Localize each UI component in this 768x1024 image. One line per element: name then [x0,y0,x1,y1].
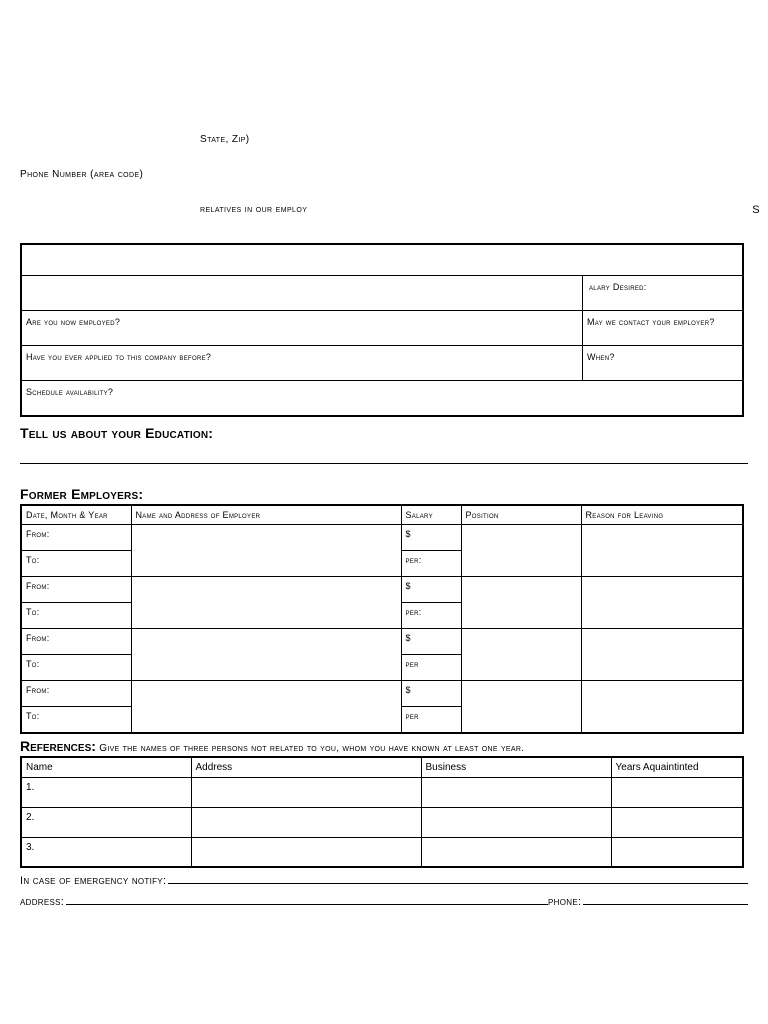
ref-num: 1. [21,777,191,807]
table-row: From: $ [21,577,743,603]
emergency-label: In case of emergency notify: [20,875,166,887]
emp-dollar: $ [401,577,461,603]
emp-from: From: [21,681,131,707]
education-line [20,463,748,464]
ref-num: 3. [21,837,191,867]
references-table: Name Address Business Years Aquaintinted… [20,756,744,869]
emp-col-date: Date, Month & Year [21,505,131,525]
table-header-row: Name Address Business Years Aquaintinted [21,757,743,778]
ref-col-address: Address [191,757,421,778]
table-header-row: Date, Month & Year Name and Address of E… [21,505,743,525]
emp-to: To: [21,707,131,733]
address-label: address: [20,896,64,908]
emergency-line [168,872,748,884]
emp-per: per: [401,551,461,577]
employers-heading: Former Employers: [20,486,748,502]
relatives-label: relatives in our employ [200,204,307,215]
table-row: From: $ [21,681,743,707]
emp-from: From: [21,525,131,551]
emp-col-reason: Reason for Leaving [581,505,743,525]
schedule-q: Schedule availability? [22,381,742,415]
emergency-row: In case of emergency notify: [20,872,748,887]
when-q: When? [582,346,742,380]
references-heading: References: Give the names of three pers… [20,738,748,754]
contact-employer-q: May we contact your employer? [582,311,742,345]
employers-table: Date, Month & Year Name and Address of E… [20,504,744,734]
table-row: From: $ [21,629,743,655]
table-row: 2. [21,807,743,837]
emp-per: per [401,707,461,733]
emp-to: To: [21,551,131,577]
emp-from: From: [21,629,131,655]
state-zip-label: State, Zip) [200,134,748,145]
table-row: 3. [21,837,743,867]
emp-from: From: [21,577,131,603]
ref-num: 2. [21,807,191,837]
applied-before-q: Have you ever applied to this company be… [22,346,582,380]
emp-per: per: [401,603,461,629]
references-trail: Give the names of three persons not rela… [99,743,524,754]
references-lead: References: [20,738,96,754]
employment-box: alary Desired: Are you now employed? May… [20,243,744,417]
emp-per: per [401,655,461,681]
emp-col-position: Position [461,505,581,525]
phone-label-footer: phone: [548,896,581,908]
relatives-suffix: S [752,204,760,216]
table-row: 1. [21,777,743,807]
emp-col-name: Name and Address of Employer [131,505,401,525]
address-line [66,893,548,905]
emp-col-salary: Salary [401,505,461,525]
emp-dollar: $ [401,681,461,707]
emp-to: To: [21,655,131,681]
table-row: From: $ [21,525,743,551]
employed-q: Are you now employed? [22,311,582,345]
address-phone-row: address: phone: [20,893,748,908]
emp-to: To: [21,603,131,629]
ref-col-years: Years Aquaintinted [611,757,743,778]
phone-label: Phone Number (area code) [20,169,748,180]
emp-dollar: $ [401,525,461,551]
ref-col-business: Business [421,757,611,778]
ref-col-name: Name [21,757,191,778]
education-heading: Tell us about your Education: [20,425,748,441]
phone-line [583,893,748,905]
salary-desired-label: alary Desired: [582,276,742,310]
emp-dollar: $ [401,629,461,655]
